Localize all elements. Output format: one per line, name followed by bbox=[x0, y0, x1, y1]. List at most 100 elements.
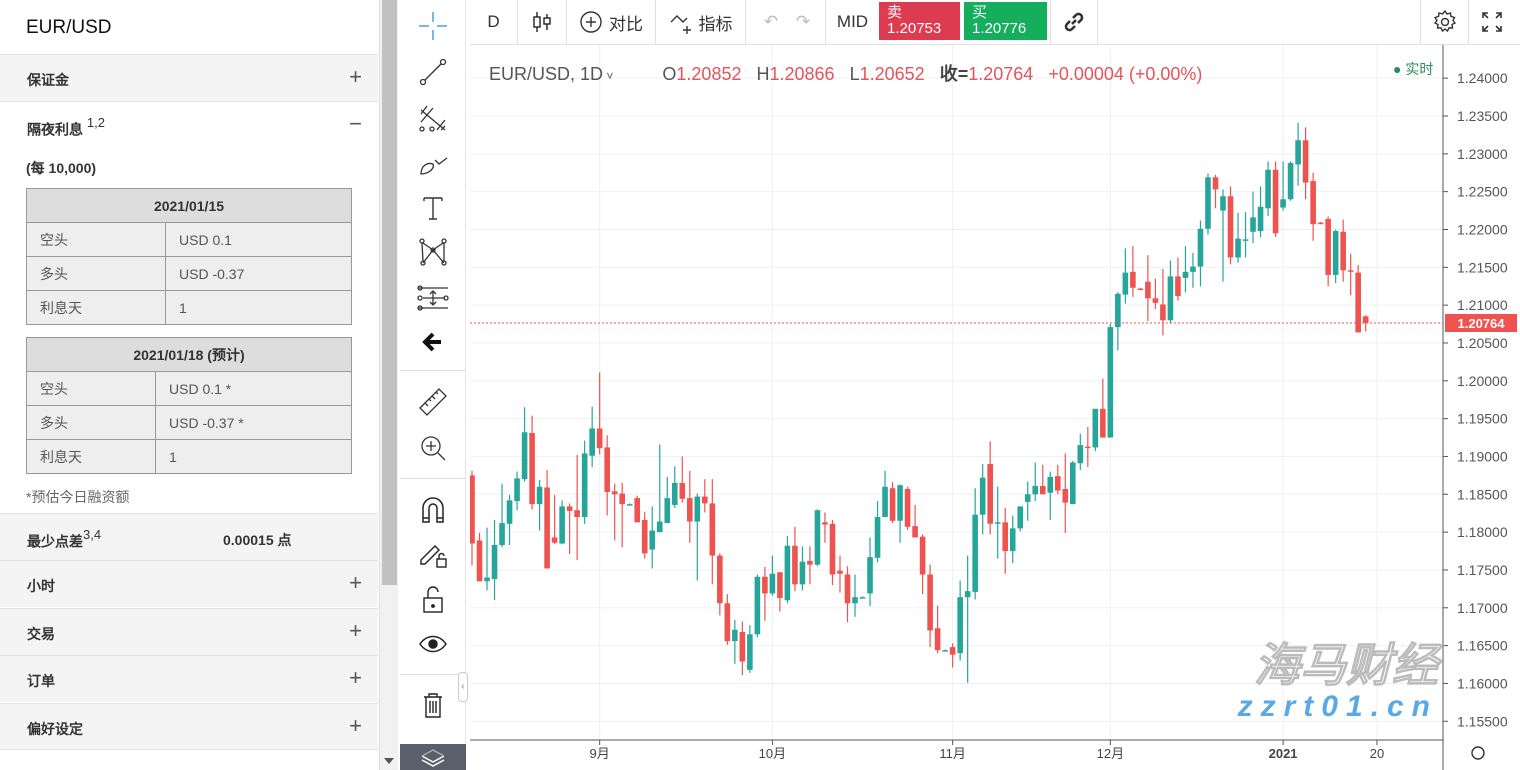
trend-line-icon[interactable] bbox=[400, 52, 466, 92]
candle bbox=[656, 444, 663, 533]
candle bbox=[626, 503, 633, 506]
collapse-toolbar-handle[interactable]: ‹ bbox=[458, 672, 468, 702]
y-tick-label: 1.16500 bbox=[1457, 638, 1508, 654]
candle-body bbox=[1137, 288, 1144, 291]
crosshair-icon[interactable] bbox=[400, 6, 466, 46]
candle bbox=[506, 495, 513, 545]
lock-drawing-icon[interactable] bbox=[400, 534, 466, 574]
ruler-icon[interactable] bbox=[400, 382, 466, 422]
candle-body bbox=[1257, 206, 1264, 232]
x-tick-label: 2021 bbox=[1269, 746, 1298, 761]
candle bbox=[1190, 252, 1196, 288]
candle-body bbox=[514, 478, 520, 502]
candle bbox=[1100, 378, 1106, 438]
scrollbar-thumb[interactable] bbox=[382, 0, 397, 585]
candle bbox=[897, 484, 903, 543]
compare-button[interactable]: 对比 bbox=[567, 0, 655, 44]
candle-body bbox=[604, 447, 610, 493]
link-icon[interactable] bbox=[1051, 0, 1097, 44]
candle bbox=[1355, 265, 1361, 333]
eye-icon[interactable] bbox=[400, 624, 466, 664]
candle bbox=[1070, 461, 1076, 505]
accordion-hours[interactable]: 小时 + bbox=[0, 560, 378, 607]
pattern-icon[interactable] bbox=[400, 232, 466, 272]
accordion-overnight-interest[interactable]: 隔夜利息 1,2 − bbox=[0, 101, 378, 148]
candle-body bbox=[777, 572, 783, 598]
min-spread-value: 0.00015 点 bbox=[223, 532, 292, 548]
sell-button[interactable]: 卖 1.20753 bbox=[879, 2, 960, 40]
accordion-preferences[interactable]: 偏好设定 + bbox=[0, 703, 378, 750]
candle-body bbox=[1070, 462, 1076, 505]
candle bbox=[1167, 260, 1174, 324]
candle-body bbox=[1220, 196, 1226, 211]
expand-plus-icon[interactable]: + bbox=[349, 570, 362, 595]
instrument-info-panel: EUR/USD 保证金 + 隔夜利息 1,2 − (每 10,000) 2021… bbox=[0, 0, 380, 770]
accordion-trade[interactable]: 交易 + bbox=[0, 608, 378, 655]
candle-body bbox=[1009, 528, 1016, 552]
candle-body bbox=[1227, 196, 1234, 258]
candle-body bbox=[544, 487, 550, 569]
fullscreen-icon[interactable] bbox=[1469, 0, 1515, 44]
candle bbox=[1227, 186, 1234, 265]
price-type-button[interactable]: MID bbox=[836, 12, 869, 31]
candle bbox=[566, 503, 573, 555]
per-unit-label: (每 10,000) bbox=[26, 160, 97, 176]
candle-body bbox=[1167, 276, 1174, 321]
layers-icon[interactable] bbox=[400, 744, 466, 770]
candle-body bbox=[829, 523, 836, 575]
candle bbox=[754, 574, 761, 638]
candle-body bbox=[1287, 162, 1294, 200]
expand-plus-icon[interactable]: + bbox=[349, 64, 362, 89]
settings-gear-icon[interactable] bbox=[1421, 0, 1468, 44]
footnote-ref: 3,4 bbox=[83, 527, 102, 542]
candlestick-icon[interactable] bbox=[518, 0, 566, 44]
candle bbox=[949, 643, 956, 668]
expand-plus-icon[interactable]: + bbox=[349, 713, 362, 738]
indicators-button[interactable]: 指标 bbox=[656, 0, 745, 44]
candle-body bbox=[671, 482, 678, 505]
scroll-down-arrow-icon[interactable] bbox=[384, 758, 394, 764]
chevron-down-icon[interactable]: ˅ bbox=[603, 69, 614, 83]
buy-button[interactable]: 买 1.20776 bbox=[964, 2, 1047, 40]
magnet-icon[interactable] bbox=[400, 490, 466, 530]
candle bbox=[1062, 453, 1069, 533]
candle-body bbox=[904, 489, 911, 527]
candle-body bbox=[942, 650, 948, 652]
back-arrow-icon[interactable] bbox=[400, 322, 466, 362]
accordion-margin[interactable]: 保证金 + bbox=[0, 54, 378, 101]
measure-range-icon[interactable] bbox=[400, 278, 466, 318]
redo-icon[interactable]: ↷ bbox=[795, 12, 811, 31]
unlock-icon[interactable] bbox=[400, 580, 466, 620]
candle-body bbox=[581, 453, 588, 517]
candle bbox=[581, 440, 588, 524]
text-icon[interactable] bbox=[400, 188, 466, 228]
zoom-in-icon[interactable] bbox=[400, 428, 466, 468]
expand-plus-icon[interactable]: + bbox=[349, 665, 362, 690]
footnote: *预估今日融资额 bbox=[26, 489, 130, 505]
row-value: 1 bbox=[165, 290, 352, 325]
candle bbox=[671, 466, 678, 508]
fib-icon[interactable] bbox=[400, 98, 466, 138]
collapse-minus-icon[interactable]: − bbox=[349, 111, 362, 136]
brush-icon[interactable] bbox=[400, 142, 466, 182]
candle-body bbox=[1355, 272, 1361, 333]
table-date-header: 2021/01/18 (预计) bbox=[26, 337, 352, 372]
price-chart[interactable]: 1.24000 1.23500 1.23000 1.22500 1.22000 1.215… bbox=[470, 45, 1520, 770]
symbol-interval-selector[interactable]: EUR/USD, 1D bbox=[489, 64, 604, 84]
undo-icon[interactable]: ↶ bbox=[763, 12, 779, 31]
candle-body bbox=[596, 428, 603, 449]
expand-plus-icon[interactable]: + bbox=[349, 618, 362, 643]
candle-body bbox=[664, 498, 671, 524]
trash-icon[interactable] bbox=[400, 685, 466, 725]
interval-button[interactable]: D bbox=[487, 12, 500, 31]
candle bbox=[1002, 507, 1009, 574]
row-value: USD 0.1 * bbox=[155, 371, 352, 406]
candle-body bbox=[1107, 327, 1114, 438]
chart-toolbar: D 对比 指标 ↶ ↷ MID 卖 1.20753 买 1.20776 bbox=[470, 0, 1520, 45]
row-value: USD -0.37 * bbox=[155, 405, 352, 440]
candle bbox=[1235, 212, 1241, 263]
row-label: 多头 bbox=[26, 256, 166, 291]
candle bbox=[912, 504, 918, 538]
accordion-orders[interactable]: 订单 + bbox=[0, 655, 378, 702]
row-label: 空头 bbox=[26, 222, 166, 257]
